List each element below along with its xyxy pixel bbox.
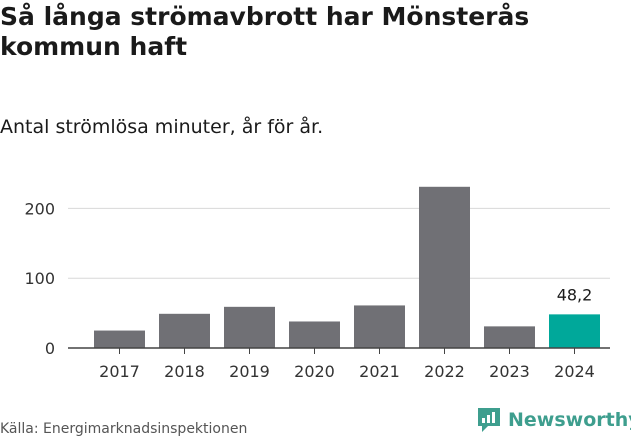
x-tick-label: 2019 [229, 362, 270, 381]
x-tick-label: 2021 [359, 362, 400, 381]
newsworthy-logo-icon [478, 408, 500, 432]
x-tick-label: 2024 [554, 362, 595, 381]
bar-2021 [354, 305, 405, 348]
chart-title: Så långa strömavbrott har Mönsterås komm… [0, 2, 530, 61]
chart-subtitle: Antal strömlösa minuter, år för år. [0, 116, 324, 138]
y-tick-label: 200 [24, 199, 55, 218]
newsworthy-logo: Newsworthy [476, 406, 631, 434]
x-tick-label: 2017 [99, 362, 140, 381]
x-tick-label: 2022 [424, 362, 465, 381]
bar-2017 [94, 330, 145, 348]
y-tick-label: 0 [45, 339, 55, 358]
bar-chart: 0 100 200 2017 2018 2019 2020 2021 2022 2023 2024 4… [24, 186, 610, 381]
x-tick-label: 2020 [294, 362, 335, 381]
x-tick-label: 2023 [489, 362, 530, 381]
bar-2018 [159, 313, 210, 348]
data-label: 48,2 [557, 285, 593, 304]
source-note: Källa: Energimarknadsinspektionen [0, 421, 248, 437]
bar-2023 [484, 326, 535, 348]
brand-name: Newsworthy [508, 409, 631, 431]
y-tick-label: 100 [24, 269, 55, 288]
bar-2020 [289, 321, 340, 348]
bar-2022 [419, 186, 470, 348]
bar-2024 [549, 314, 600, 348]
bar-2019 [224, 306, 275, 348]
x-tick-label: 2018 [164, 362, 205, 381]
